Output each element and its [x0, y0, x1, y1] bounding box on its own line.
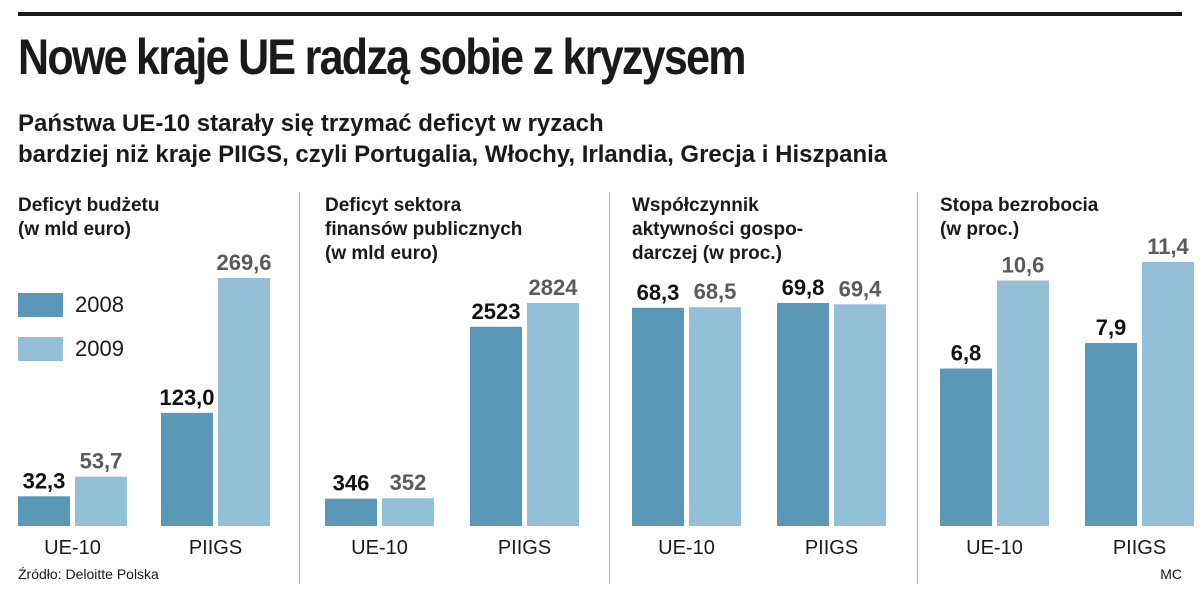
source-note: Źródło: Deloitte Polska [18, 566, 159, 582]
data-label-piigs-2009: 269,6 [216, 250, 271, 275]
data-label-piigs-2009: 69,4 [839, 276, 883, 301]
panel-divider [917, 192, 918, 584]
data-label-piigs-2009: 11,4 [1147, 234, 1189, 259]
legend: 2008 2009 [18, 292, 124, 380]
data-label-ue-10-2008: 6,8 [951, 341, 982, 366]
legend-label-2008: 2008 [75, 292, 124, 317]
panel-title-activity-rate: Współczynnik aktywności gospo- darczej (… [632, 195, 804, 264]
panel-divider [609, 192, 610, 584]
credit-initials: MC [1160, 566, 1182, 582]
bar-piigs-2008 [777, 303, 829, 526]
bar-ue-10-2009 [689, 307, 741, 526]
bar-piigs-2009 [527, 303, 579, 526]
bar-piigs-2008 [1085, 343, 1137, 526]
category-label-piigs: PIIGS [805, 537, 858, 559]
category-label-piigs: PIIGS [498, 537, 551, 559]
bar-piigs-2008 [161, 412, 213, 526]
bar-piigs-2009 [834, 304, 886, 526]
data-label-piigs-2008: 2523 [472, 299, 521, 324]
data-label-ue-10-2008: 68,3 [637, 280, 680, 305]
bar-ue-10-2008 [325, 498, 377, 526]
category-label-ue-10: UE-10 [966, 537, 1023, 559]
legend-swatch-2009 [18, 337, 63, 361]
data-label-ue-10-2009: 53,7 [80, 449, 123, 474]
legend-swatch-2008 [18, 293, 63, 317]
data-label-piigs-2009: 2824 [529, 275, 579, 300]
data-label-ue-10-2009: 10,6 [1002, 253, 1045, 278]
legend-item-2009: 2009 [18, 336, 124, 362]
category-label-ue-10: UE-10 [351, 537, 408, 559]
bar-ue-10-2009 [75, 476, 127, 526]
bar-piigs-2009 [218, 278, 270, 526]
panel-title-unemployment-rate: Stopa bezrobocia (w proc.) [940, 195, 1099, 240]
data-label-ue-10-2009: 68,5 [694, 279, 737, 304]
category-label-piigs: PIIGS [1113, 537, 1166, 559]
legend-item-2008: 2008 [18, 292, 124, 318]
category-label-ue-10: UE-10 [658, 537, 715, 559]
data-label-ue-10-2008: 346 [333, 471, 370, 496]
category-label-ue-10: UE-10 [44, 537, 101, 559]
subtitle: Państwa UE-10 starały się trzymać deficy… [18, 108, 887, 170]
data-label-ue-10-2008: 32,3 [23, 468, 66, 493]
page-title: Nowe kraje UE radzą sobie z kryzysem [18, 29, 747, 85]
bar-ue-10-2008 [940, 368, 992, 526]
category-label-piigs: PIIGS [189, 537, 242, 559]
data-label-piigs-2008: 123,0 [159, 385, 214, 410]
bar-ue-10-2008 [18, 496, 70, 526]
bar-piigs-2008 [470, 326, 522, 526]
legend-label-2009: 2009 [75, 336, 124, 361]
data-label-ue-10-2009: 352 [390, 470, 427, 495]
panel-title-budget-deficit: Deficyt budżetu (w mld euro) [18, 195, 160, 240]
data-label-piigs-2008: 7,9 [1096, 315, 1127, 340]
top-rule [18, 12, 1182, 16]
subtitle-line-2: bardziej niż kraje PIIGS, czyli Portugal… [18, 141, 888, 168]
panel-title-public-finance-deficit: Deficyt sektora finansów publicznych (w … [325, 195, 523, 264]
panel-divider [299, 192, 300, 584]
subtitle-line-1: Państwa UE-10 starały się trzymać deficy… [18, 110, 604, 137]
bar-piigs-2009 [1142, 262, 1194, 526]
bar-ue-10-2008 [632, 307, 684, 526]
bar-ue-10-2009 [382, 498, 434, 526]
bar-ue-10-2009 [997, 280, 1049, 526]
data-label-piigs-2008: 69,8 [782, 275, 825, 300]
